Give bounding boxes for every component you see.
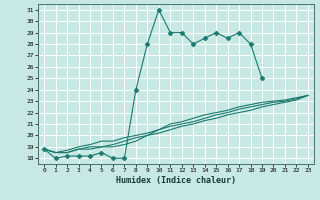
X-axis label: Humidex (Indice chaleur): Humidex (Indice chaleur)	[116, 176, 236, 185]
